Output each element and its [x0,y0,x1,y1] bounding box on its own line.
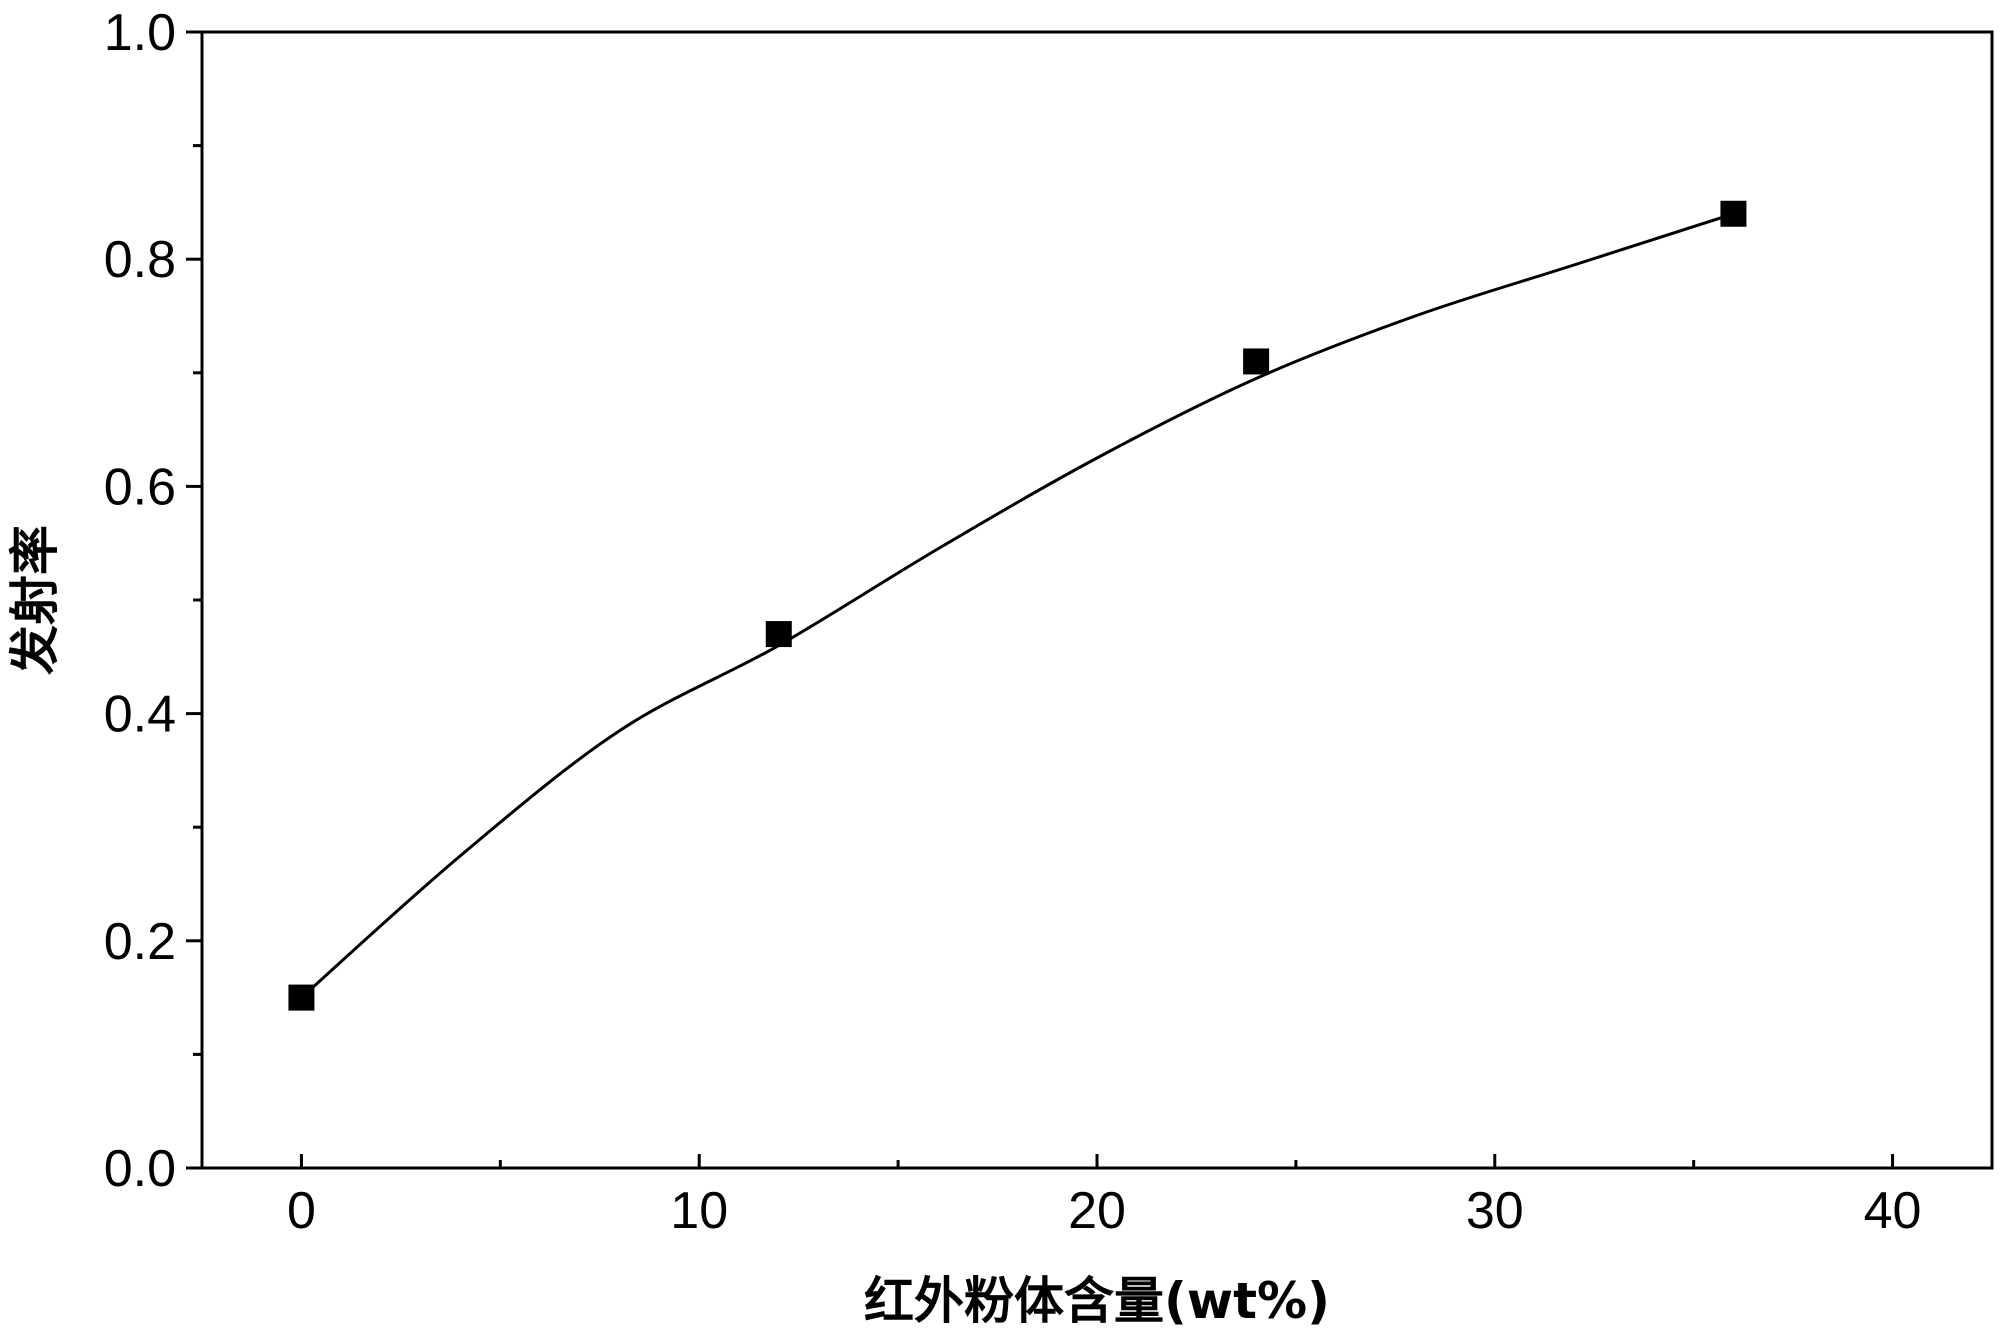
data-point-marker [1243,348,1270,375]
fit-curve [300,212,1734,999]
y-tick-label: 0.8 [104,231,176,289]
axis-ticks [186,30,1895,1170]
y-axis-title: 发射率 [6,525,64,675]
x-tick-label: 0 [287,1182,316,1240]
x-tick-label: 30 [1466,1182,1524,1240]
y-tick-label: 0.0 [104,1140,176,1198]
y-tick-label: 0.6 [104,458,176,516]
x-tick-label: 10 [670,1182,728,1240]
data-markers [288,200,1747,1011]
x-axis-title: 红外粉体含量(wt%) [864,1272,1330,1330]
y-tick-label: 0.4 [104,686,176,744]
axis-tick-labels: 0 10 20 30 40 0.0 0.2 0.4 0.6 0.8 1.0 [104,4,1922,1240]
y-tick-label: 0.2 [104,913,176,971]
y-tick-label: 1.0 [104,4,176,62]
x-tick-label: 20 [1068,1182,1126,1240]
data-point-marker [288,984,315,1011]
data-point-marker [765,621,792,648]
x-tick-label: 40 [1864,1182,1922,1240]
data-point-marker [1720,200,1747,227]
